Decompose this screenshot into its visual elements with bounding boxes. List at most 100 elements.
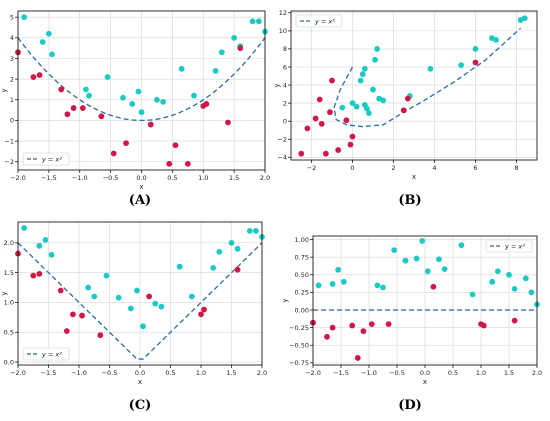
- grid: [17, 11, 266, 170]
- crimson-point: [237, 45, 244, 52]
- grid: [312, 236, 538, 365]
- y-axis-label: y: [281, 298, 289, 302]
- crimson-point: [472, 59, 479, 66]
- teal-point: [36, 242, 43, 249]
- crimson-point: [298, 150, 305, 157]
- crimson-point: [110, 150, 117, 157]
- teal-point: [413, 255, 420, 262]
- y-axis-label: y: [273, 83, 281, 87]
- grid: [17, 222, 263, 365]
- teal-point: [255, 18, 262, 25]
- teal-point: [216, 248, 223, 255]
- legend-box: [485, 239, 533, 253]
- teal-point: [340, 278, 347, 285]
- crimson-point: [329, 77, 335, 84]
- chart-panel: −2.0 −1.5 −1.0 −0.5 0.0 0.5 1.0 1.5 2.0 −0.75 −0.5…: [281, 235, 542, 413]
- teal-point: [528, 289, 535, 296]
- teal-point: [42, 236, 49, 243]
- teal-point: [228, 239, 235, 246]
- crimson-point: [327, 109, 333, 116]
- crimson-point: [203, 101, 210, 107]
- crimson-point: [198, 311, 204, 318]
- legend: y = x²: [22, 347, 70, 361]
- teal-point: [357, 77, 364, 84]
- y-tick-label: 10: [279, 27, 287, 35]
- crimson-point: [404, 95, 411, 102]
- y-tick-label: −2: [4, 158, 14, 166]
- panel-label: (D): [398, 398, 422, 413]
- x-tick-label: 1.0: [196, 369, 206, 377]
- crimson-point: [234, 266, 241, 273]
- crimson-point: [316, 96, 323, 103]
- teal-point: [458, 242, 465, 249]
- legend-box: [22, 152, 70, 166]
- teal-point: [91, 293, 98, 300]
- x-tick-label: −2.0: [10, 369, 26, 377]
- crimson-point: [172, 142, 179, 149]
- x-axis-label: x: [412, 173, 416, 181]
- teal-point: [115, 294, 122, 301]
- y-tick-label: 0.0: [4, 358, 14, 366]
- y-tick-label: 0.50: [295, 271, 309, 279]
- teal-point: [489, 278, 496, 285]
- teal-point: [363, 105, 370, 112]
- teal-point: [210, 264, 217, 271]
- x-tick-label: 0.0: [420, 369, 430, 377]
- teal-point: [402, 257, 409, 264]
- crimson-point: [30, 74, 37, 80]
- teal-point: [138, 109, 145, 116]
- x-tick-label: −1.0: [361, 369, 377, 377]
- crimson-point: [349, 133, 356, 140]
- teal-point: [361, 65, 368, 72]
- teal-point: [441, 266, 448, 273]
- teal-point: [45, 30, 52, 37]
- crimson-point: [97, 332, 104, 339]
- teal-point: [372, 56, 378, 63]
- crimson-point: [79, 105, 86, 111]
- x-tick-label: 4: [432, 164, 436, 172]
- teal-point: [522, 275, 529, 282]
- x-tick-label: 0.5: [448, 369, 458, 377]
- teal-point: [140, 323, 146, 330]
- teal-point: [472, 46, 479, 52]
- legend: y = x²: [22, 152, 70, 166]
- crimson-point: [430, 283, 437, 290]
- y-tick-label: 0: [283, 117, 287, 125]
- panel-label: (A): [129, 193, 151, 208]
- y-tick-label: −4: [277, 154, 287, 162]
- x-tick-label: 2: [391, 164, 395, 172]
- panel-label: (B): [398, 193, 421, 208]
- x-tick-label: 0.0: [136, 174, 146, 182]
- teal-point: [218, 49, 225, 56]
- crimson-point: [36, 270, 43, 277]
- crimson-point: [166, 160, 173, 167]
- y-tick-label: 12: [279, 9, 287, 17]
- crimson-point: [511, 317, 518, 324]
- teal-point: [359, 71, 366, 78]
- x-tick-label: 2.0: [532, 369, 542, 377]
- teal-point: [120, 94, 126, 101]
- crimson-point: [225, 119, 231, 126]
- crimson-point: [63, 328, 70, 334]
- y-tick-label: −1: [4, 137, 14, 145]
- y-tick-label: 3: [10, 55, 14, 63]
- teal-point: [339, 104, 346, 111]
- teal-point: [154, 96, 160, 103]
- legend-label: y = x²: [41, 156, 62, 164]
- legend-label: y = x²: [41, 351, 62, 359]
- x-tick-label: 1.0: [198, 174, 208, 182]
- teal-point: [135, 88, 142, 95]
- x-tick-label: 6: [473, 164, 477, 172]
- x-tick-label: 2.0: [260, 174, 270, 182]
- x-tick-label: −2.0: [305, 369, 321, 377]
- y-tick-label: −0.75: [289, 359, 309, 367]
- teal-point: [349, 100, 356, 107]
- crimson-point: [324, 333, 330, 340]
- crimson-point: [30, 272, 37, 279]
- crimson-point: [360, 328, 367, 335]
- crimson-point: [480, 322, 487, 329]
- teal-point: [391, 247, 398, 253]
- teal-point: [521, 15, 528, 22]
- x-tick-label: −1.0: [71, 369, 87, 377]
- y-tick-label: 2: [283, 99, 287, 107]
